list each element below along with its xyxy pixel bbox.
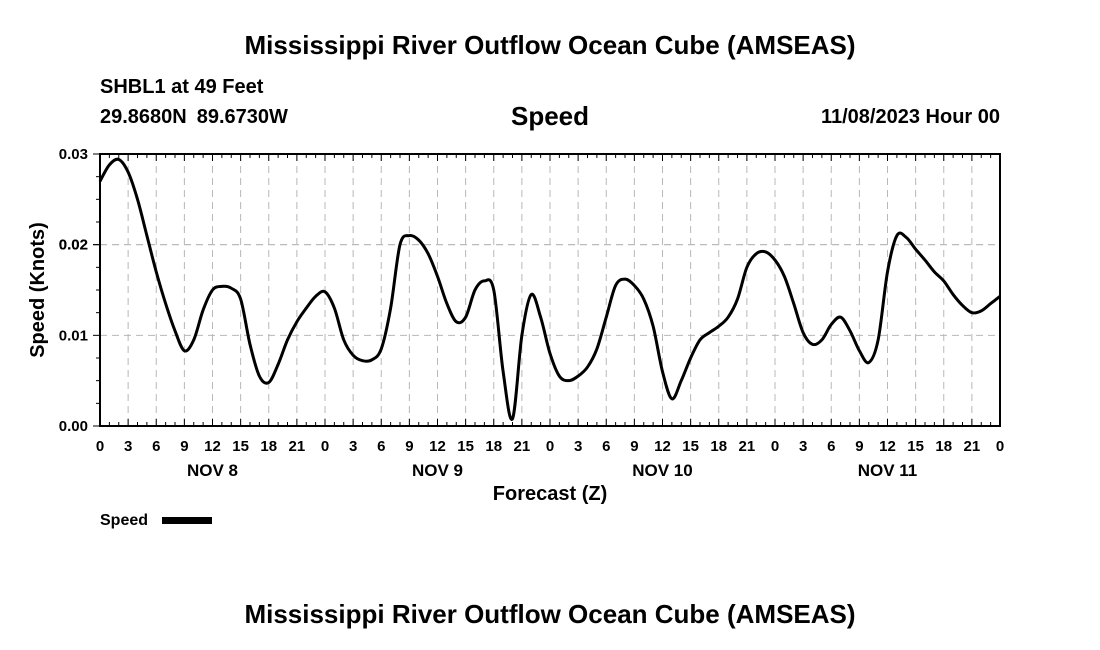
plot-frame <box>99 153 1001 427</box>
x-tick-label: 9 <box>405 438 413 455</box>
chart-main-title: Mississippi River Outflow Ocean Cube (AM… <box>244 30 856 60</box>
x-tick-label: 18 <box>710 438 727 455</box>
longitude-label: 89.6730W <box>196 106 288 128</box>
x-tick-label: 0 <box>996 438 1004 455</box>
x-tick-label: 0 <box>321 438 329 455</box>
x-tick-label: 21 <box>964 438 981 455</box>
x-tick-label: 12 <box>654 438 671 455</box>
x-tick-label: 18 <box>260 438 277 455</box>
series-layer <box>98 157 1001 421</box>
y-tick-label: 0.03 <box>59 146 88 163</box>
y-tick-label: 0.01 <box>59 327 88 344</box>
x-tick-label: 9 <box>630 438 638 455</box>
x-tick-label: 0 <box>771 438 779 455</box>
x-tick-label: 6 <box>827 438 835 455</box>
station-label: SHBL1 at 49 Feet <box>100 76 264 98</box>
x-tick-label: 12 <box>204 438 221 455</box>
day-label: NOV 10 <box>632 461 692 480</box>
x-axis-ticks: 0 3 6 9 12 15 18 21 0 3 6 9 12 15 18 21 0 3 6 9 12 15 18 21 0 3 6 9… <box>96 154 1004 480</box>
day-label: NOV 11 <box>858 461 918 480</box>
x-tick-label: 18 <box>935 438 952 455</box>
x-tick-label: 15 <box>457 438 474 455</box>
x-tick-label: 12 <box>429 438 446 455</box>
day-label: NOV 9 <box>412 461 463 480</box>
speed-series-line <box>98 157 1001 421</box>
x-tick-label: 9 <box>855 438 863 455</box>
x-tick-label: 0 <box>546 438 554 455</box>
x-tick-label: 6 <box>602 438 610 455</box>
x-tick-label: 15 <box>682 438 699 455</box>
x-tick-label: 0 <box>96 438 104 455</box>
y-tick-label: 0.02 <box>59 237 88 254</box>
y-axis-label: Speed (Knots) <box>27 222 49 358</box>
x-tick-label: 3 <box>799 438 807 455</box>
x-tick-label: 3 <box>124 438 132 455</box>
x-tick-label: 9 <box>180 438 188 455</box>
chart-subtitle: Speed <box>510 101 590 131</box>
x-tick-label: 3 <box>574 438 582 455</box>
x-tick-label: 3 <box>349 438 357 455</box>
x-tick-label: 15 <box>232 438 249 455</box>
x-tick-label: 21 <box>289 438 306 455</box>
x-tick-label: 6 <box>152 438 160 455</box>
x-tick-label: 18 <box>485 438 502 455</box>
x-tick-label: 12 <box>879 438 896 455</box>
legend-label: Speed <box>100 512 148 529</box>
x-axis-label: Forecast (Z) <box>493 483 607 505</box>
y-axis-ticks: 0.000.010.020.020.03 <box>59 146 100 435</box>
day-label: NOV 8 <box>187 461 238 480</box>
forecast-datetime: 11/08/2023 Hour 00 <box>820 106 1000 128</box>
chart-repeated-title: Mississippi River Outflow Ocean Cube (AM… <box>244 599 856 629</box>
x-tick-label: 15 <box>907 438 924 455</box>
coordinates: 29.8680N 89.6730W <box>100 106 298 129</box>
y-tick-label: 0.00 <box>59 418 88 435</box>
y-tick-label: 0.02 <box>59 237 88 254</box>
latitude-label: 29.8680N <box>100 106 187 128</box>
legend: Speed <box>100 512 212 529</box>
x-tick-label: 6 <box>377 438 385 455</box>
legend-swatch <box>162 517 212 524</box>
x-tick-label: 21 <box>739 438 756 455</box>
x-tick-label: 21 <box>514 438 531 455</box>
